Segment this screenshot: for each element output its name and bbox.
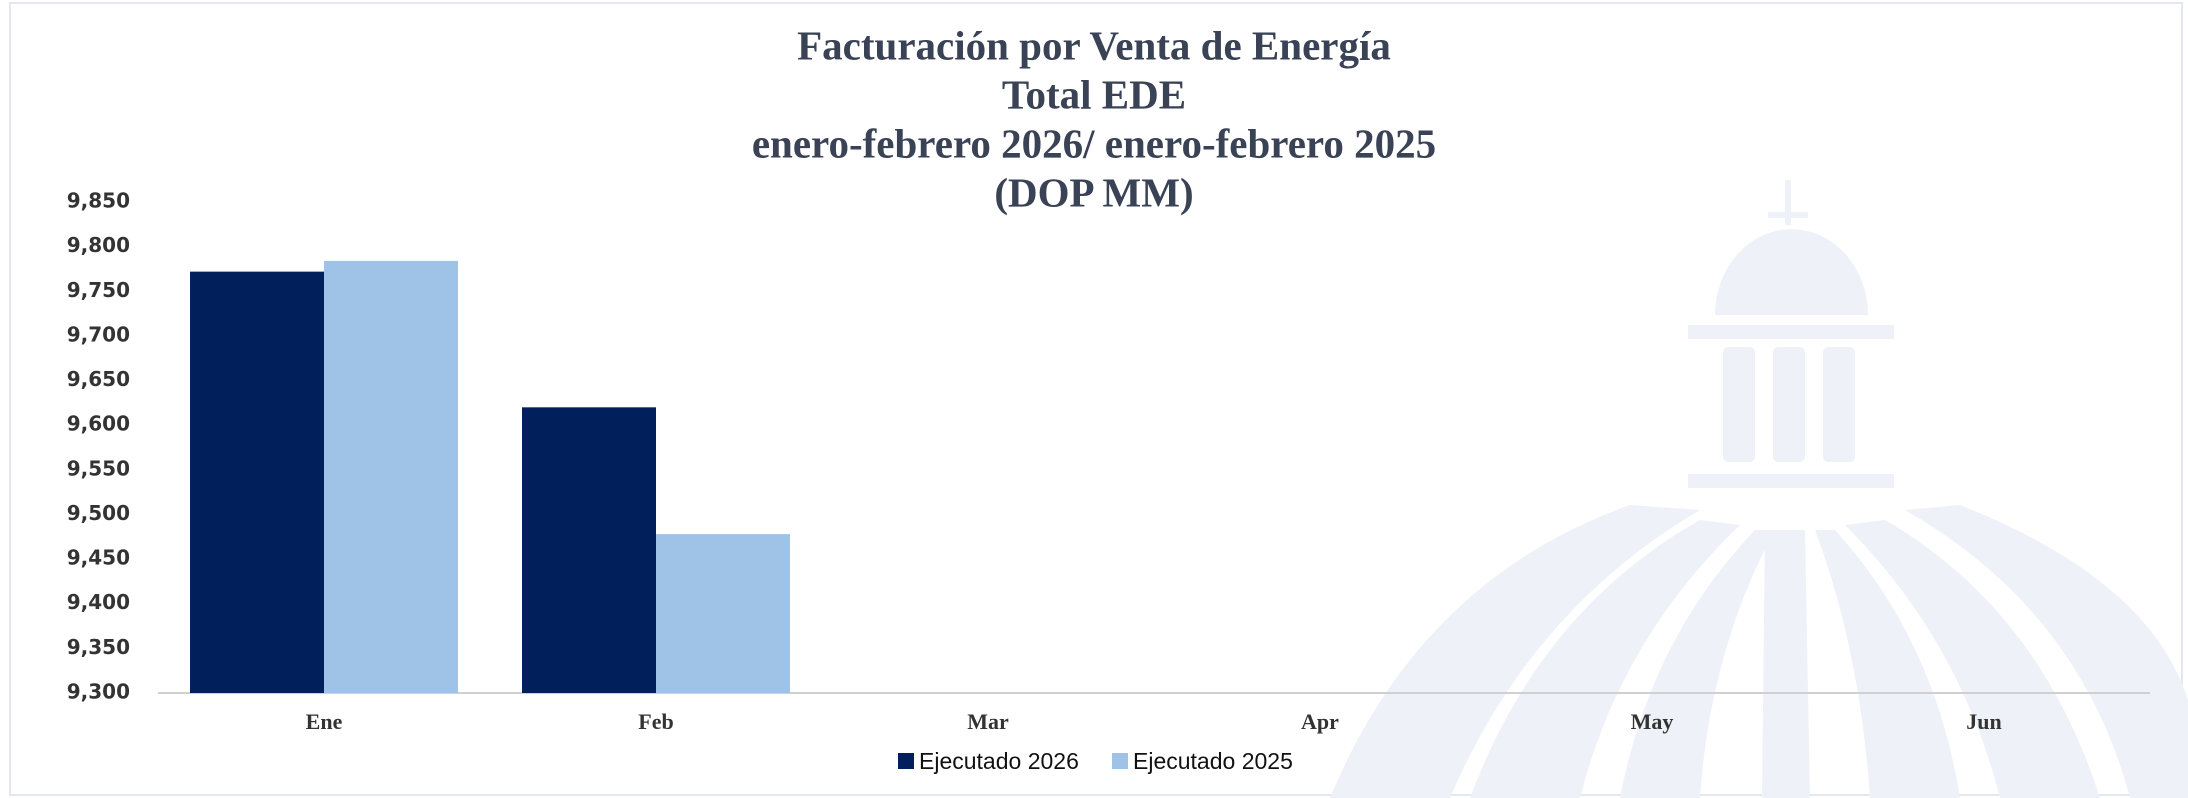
y-tick-label: 9,850 — [67, 189, 130, 213]
x-tick-label: Feb — [638, 709, 673, 734]
chart: Facturación por Venta de Energía Total E… — [0, 0, 2188, 798]
x-tick-label: Ene — [306, 709, 343, 734]
bar — [190, 272, 324, 693]
chart-title: Facturación por Venta de Energía — [797, 22, 1391, 68]
bar — [324, 261, 458, 693]
legend-swatch — [898, 753, 914, 769]
x-tick-label: Jun — [1966, 709, 2001, 734]
chart-title: enero-febrero 2026/ enero-febrero 2025 — [752, 120, 1436, 166]
legend-label: Ejecutado 2025 — [1133, 748, 1293, 774]
y-tick-label: 9,550 — [67, 456, 130, 480]
y-tick-label: 9,750 — [67, 278, 130, 302]
y-tick-label: 9,650 — [67, 367, 130, 391]
bar — [656, 534, 790, 693]
chart-title: (DOP MM) — [994, 169, 1193, 215]
y-tick-label: 9,400 — [67, 590, 130, 614]
x-tick-label: May — [1631, 709, 1674, 734]
chart-title: Total EDE — [1002, 71, 1186, 117]
x-tick-label: Apr — [1301, 709, 1339, 734]
x-tick-label: Mar — [967, 709, 1009, 734]
bar — [522, 407, 656, 693]
y-tick-label: 9,800 — [67, 233, 130, 257]
legend-label: Ejecutado 2026 — [919, 748, 1079, 774]
y-tick-label: 9,300 — [67, 680, 130, 704]
y-tick-label: 9,450 — [67, 546, 130, 570]
y-tick-label: 9,350 — [67, 635, 130, 659]
legend-swatch — [1112, 753, 1128, 769]
y-tick-label: 9,500 — [67, 501, 130, 525]
y-tick-label: 9,600 — [67, 412, 130, 436]
y-tick-label: 9,700 — [67, 322, 130, 346]
